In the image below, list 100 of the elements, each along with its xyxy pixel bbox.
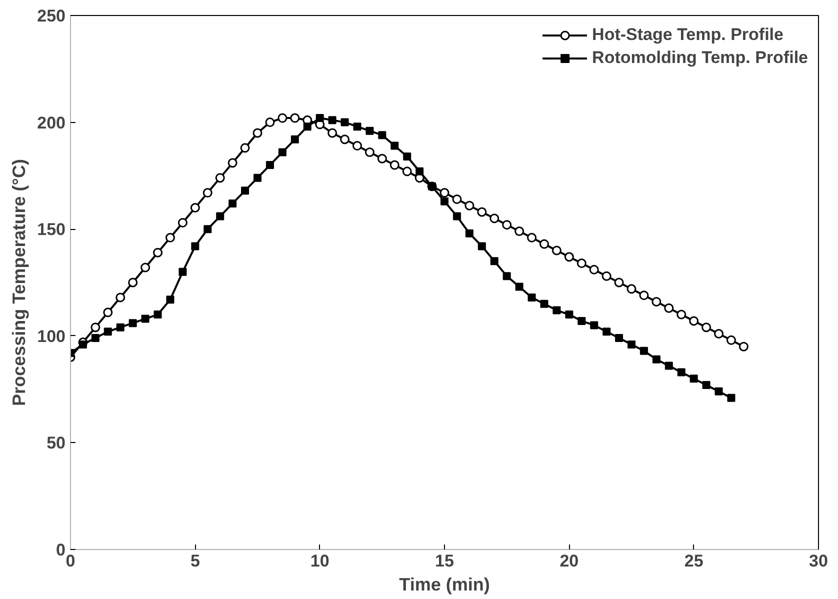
point (589, 264, 599, 274)
point (303, 122, 312, 131)
point (727, 394, 736, 402)
point (128, 278, 138, 288)
x-axis-title: Time (min) (399, 574, 490, 594)
point (278, 148, 286, 156)
x-tick-label: 15 (435, 552, 454, 570)
point (103, 308, 113, 318)
point (204, 225, 212, 234)
point (477, 207, 487, 217)
point (578, 316, 586, 325)
point (726, 335, 736, 345)
point (464, 200, 474, 210)
point (540, 300, 548, 308)
point (465, 229, 474, 238)
point (602, 328, 611, 336)
y-tick-label: 50 (46, 434, 66, 453)
point (664, 362, 673, 370)
x-tick-label: 10 (310, 552, 330, 570)
point (416, 167, 424, 176)
point (576, 258, 586, 268)
point (340, 134, 350, 144)
point (402, 166, 412, 176)
point (614, 278, 624, 288)
x-tick-label: 20 (560, 552, 579, 570)
point (178, 268, 187, 276)
point (228, 158, 238, 168)
point (254, 174, 262, 182)
point (590, 321, 598, 330)
point (652, 296, 662, 306)
point (738, 342, 748, 352)
point (490, 214, 500, 224)
point (714, 387, 723, 396)
point (652, 355, 660, 364)
point (502, 272, 511, 280)
point (228, 199, 237, 208)
point (452, 212, 461, 220)
point (390, 160, 400, 170)
point (241, 186, 250, 195)
point (615, 334, 624, 342)
point (90, 322, 100, 332)
point (290, 135, 299, 144)
point (202, 188, 212, 198)
point (403, 152, 412, 160)
point (676, 310, 686, 320)
point (639, 290, 649, 300)
point (153, 248, 163, 258)
point (353, 122, 362, 131)
point (502, 220, 512, 230)
point (478, 242, 486, 250)
point (278, 113, 288, 123)
y-tick-label: 250 (37, 6, 66, 26)
y-tick-label: 200 (37, 113, 66, 132)
point (352, 141, 362, 151)
point (702, 322, 712, 332)
point (328, 116, 336, 124)
y-tick-label: 100 (37, 326, 66, 346)
point (316, 114, 324, 122)
point (215, 173, 225, 183)
point (564, 252, 574, 262)
point (240, 143, 250, 153)
point (565, 310, 574, 319)
legend-label: Rotomolding Temp. Profile (592, 48, 808, 68)
point (116, 292, 126, 302)
point (640, 346, 648, 355)
point (104, 328, 112, 336)
point (528, 293, 536, 302)
point (714, 329, 724, 339)
point (677, 368, 686, 376)
point (440, 197, 448, 206)
point (628, 340, 636, 348)
point (366, 126, 374, 135)
point (527, 232, 537, 242)
y-axis-title: Processing Temperature (°C) (9, 159, 30, 406)
point (690, 374, 698, 383)
point (664, 303, 674, 313)
x-tick-label: 30 (809, 552, 828, 570)
point (266, 161, 274, 170)
point (602, 271, 612, 281)
point (702, 381, 710, 390)
point (689, 316, 699, 326)
point (340, 118, 349, 126)
point (252, 128, 262, 138)
point (539, 239, 549, 249)
point (290, 113, 300, 123)
y-tick-label: 150 (37, 220, 66, 240)
point (515, 282, 524, 291)
point (378, 131, 386, 140)
point (166, 296, 174, 304)
point (490, 257, 498, 266)
point (178, 218, 188, 228)
point (364, 147, 374, 157)
point (452, 194, 462, 204)
point (190, 203, 200, 212)
point (377, 154, 387, 164)
point (440, 188, 450, 198)
point (91, 334, 100, 342)
point (514, 226, 524, 236)
point (165, 232, 175, 242)
point (216, 212, 224, 220)
